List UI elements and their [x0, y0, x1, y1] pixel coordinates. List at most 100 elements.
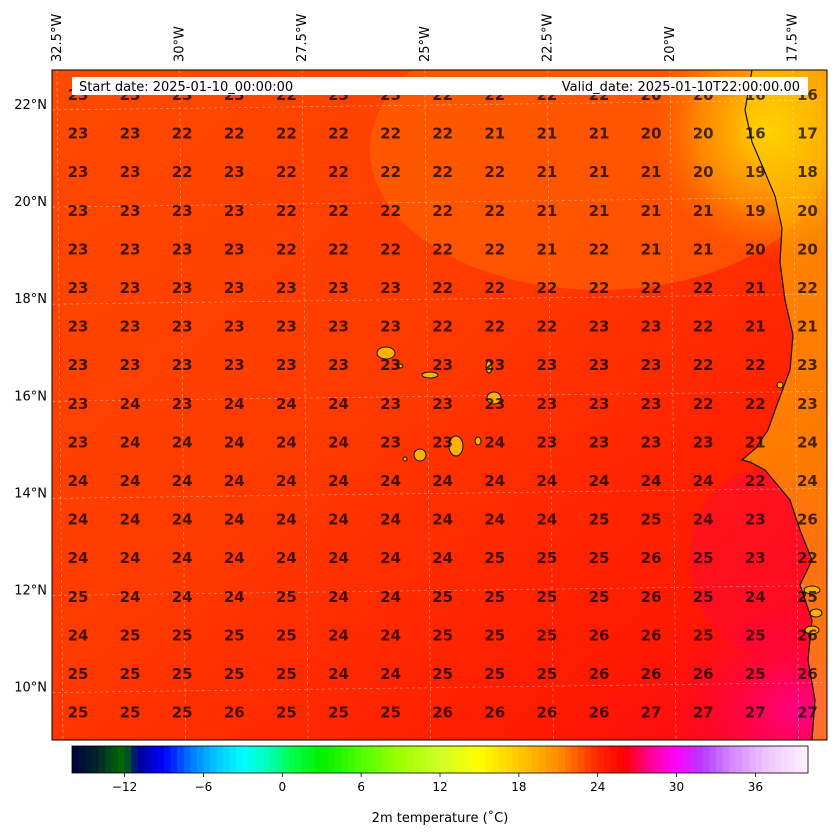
colorbar-segment: [288, 746, 297, 773]
sal-island: [485, 360, 493, 374]
temperature-value: 23: [641, 433, 662, 451]
temperature-value: 23: [172, 318, 193, 336]
colorbar-segment: [262, 746, 270, 773]
colorbar-segment: [505, 746, 513, 773]
colorbar-segment: [683, 746, 691, 773]
temperature-value: 24: [432, 511, 453, 529]
graticule: [52, 70, 827, 740]
colorbar-segment: [354, 746, 362, 773]
temperature-value: 25: [432, 588, 453, 606]
colorbar-segment: [525, 746, 533, 773]
temperature-value: 23: [224, 318, 245, 336]
colorbar-segment: [545, 746, 553, 773]
colorbar-segment: [124, 746, 132, 773]
temperature-value: 24: [328, 549, 349, 567]
temperature-value: 21: [589, 202, 610, 220]
temperature-value: 24: [797, 433, 818, 451]
colorbar-segment: [591, 746, 599, 773]
temperature-value: 24: [224, 395, 245, 413]
colorbar-segment: [551, 746, 559, 773]
temperature-value: 21: [536, 202, 557, 220]
colorbar-segment: [183, 746, 191, 773]
temperature-value: 22: [484, 240, 505, 258]
temperature-value: 21: [589, 163, 610, 181]
temperature-value: 23: [536, 395, 557, 413]
temperature-value: 21: [797, 318, 818, 336]
temperature-value: 23: [328, 356, 349, 374]
temperature-labels: 2323232322232322222222202016162323222222…: [68, 86, 818, 722]
temperature-value: 25: [276, 588, 297, 606]
temperature-value: 25: [68, 704, 89, 722]
sao-nicolau-island: [421, 371, 439, 379]
temperature-value: 25: [172, 626, 193, 644]
bijagos-island: [809, 608, 823, 618]
temperature-value: 24: [224, 433, 245, 451]
colorbar-segment: [256, 746, 264, 773]
colorbar-segment: [558, 746, 566, 773]
temperature-value: 22: [797, 549, 818, 567]
temperature-value: 21: [641, 163, 662, 181]
meridian-line: [424, 70, 432, 740]
temperature-value: 21: [745, 279, 766, 297]
temperature-value: 24: [484, 472, 505, 490]
temperature-value: 23: [641, 395, 662, 413]
temperature-value: 22: [745, 356, 766, 374]
temperature-value: 26: [641, 626, 662, 644]
colorbar-segment: [722, 746, 730, 773]
temperature-value: 26: [641, 588, 662, 606]
temperature-value: 22: [693, 356, 714, 374]
colorbar-segment: [72, 746, 80, 773]
colorbar-segment: [203, 746, 211, 773]
lat-tick-label: 16°N: [14, 389, 47, 404]
colorbar-segment: [788, 746, 796, 773]
temperature-value: 20: [693, 125, 714, 143]
temperature-value: 25: [328, 704, 349, 722]
temperature-value: 24: [120, 433, 141, 451]
maio-island: [474, 436, 482, 446]
temperature-value: 23: [641, 356, 662, 374]
temperature-value: 24: [328, 665, 349, 683]
colorbar-segment: [242, 746, 251, 773]
temperature-value: 24: [328, 433, 349, 451]
temperature-value: 22: [380, 163, 401, 181]
temperature-value: 23: [68, 279, 89, 297]
temperature-value: 24: [276, 395, 297, 413]
temperature-value: 23: [589, 318, 610, 336]
colorbar-segment: [801, 746, 809, 773]
colorbar-segment: [446, 746, 454, 773]
temperature-value: 22: [484, 202, 505, 220]
colorbar-segment: [407, 746, 415, 773]
temperature-value: 24: [328, 395, 349, 413]
lat-tick-label: 14°N: [14, 486, 47, 501]
temperature-value: 23: [380, 395, 401, 413]
colorbar-segment: [190, 746, 198, 773]
temperature-value: 20: [745, 240, 766, 258]
temperature-value: 24: [380, 588, 401, 606]
temperature-value: 22: [484, 279, 505, 297]
temperature-value: 25: [120, 665, 141, 683]
temperature-value: 22: [172, 125, 193, 143]
temperature-value: 23: [484, 395, 505, 413]
temperature-value: 22: [797, 279, 818, 297]
temperature-value: 23: [589, 356, 610, 374]
temperature-value: 25: [484, 588, 505, 606]
temperature-value: 24: [68, 511, 89, 529]
lon-tick-label: 27.5°W: [295, 14, 310, 62]
temperature-value: 23: [224, 240, 245, 258]
colorbar-segment: [564, 746, 573, 773]
colorbar-segment: [426, 746, 435, 773]
colorbar-segment: [624, 746, 632, 773]
colorbar-segment: [196, 746, 205, 773]
colorbar-segment: [98, 746, 106, 773]
temperature-value: 23: [68, 240, 89, 258]
temperature-value: 22: [745, 395, 766, 413]
temperature-value: 26: [693, 665, 714, 683]
colorbar-segment: [78, 746, 86, 773]
colorbar-segment: [229, 746, 237, 773]
temperature-value: 24: [589, 472, 610, 490]
colorbar-segment: [104, 746, 113, 773]
temperature-value: 22: [432, 163, 453, 181]
colorbar-segment: [742, 746, 750, 773]
colorbar-segment: [367, 746, 375, 773]
